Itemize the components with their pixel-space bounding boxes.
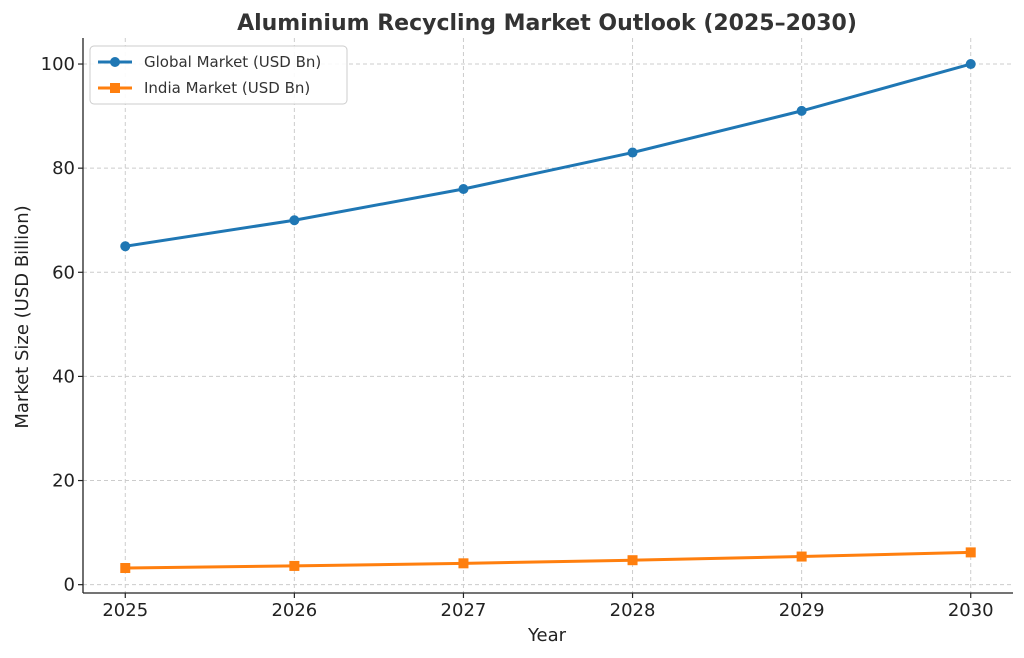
series-line: [123, 62, 973, 248]
legend-swatch-marker: [110, 57, 120, 67]
data-point: [458, 183, 469, 194]
data-point: [796, 105, 807, 116]
y-tick-label: 20: [52, 471, 75, 492]
data-point: [965, 547, 976, 558]
chart-title: Aluminium Recycling Market Outlook (2025…: [237, 11, 857, 36]
data-point: [458, 558, 469, 569]
legend-label: Global Market (USD Bn): [144, 53, 321, 71]
y-tick-label: 0: [64, 575, 75, 596]
data-series: [120, 59, 976, 574]
axes: [82, 38, 1013, 594]
x-axis-label: Year: [527, 625, 567, 646]
data-point: [289, 560, 300, 571]
series-india: [120, 547, 976, 574]
data-point: [289, 215, 300, 226]
data-point: [627, 555, 638, 566]
legend-box: [89, 45, 348, 105]
y-tick-label: 60: [52, 262, 75, 283]
x-tick-label: 2030: [948, 600, 994, 621]
x-tick-label: 2025: [102, 600, 148, 621]
data-point: [120, 241, 131, 252]
data-point: [120, 563, 131, 574]
grid-lines: [83, 38, 1013, 593]
series-line: [123, 550, 973, 570]
legend-swatch-marker: [110, 83, 120, 93]
series-global: [120, 59, 976, 252]
data-point: [796, 551, 807, 562]
y-axis-label: Market Size (USD Billion): [12, 205, 33, 428]
ticks: 2025 2026 2027 2028 2029 2030 0 20 40 60 80 100: [41, 54, 994, 621]
data-point: [965, 59, 976, 70]
legend: Global Market (USD Bn) India Market (USD …: [89, 45, 348, 105]
x-tick-label: 2027: [441, 600, 487, 621]
x-tick-label: 2029: [779, 600, 825, 621]
legend-label: India Market (USD Bn): [144, 79, 310, 97]
y-tick-label: 40: [52, 366, 75, 387]
y-tick-label: 80: [52, 158, 75, 179]
y-tick-label: 100: [41, 54, 75, 75]
data-point: [627, 147, 638, 158]
x-tick-label: 2026: [271, 600, 317, 621]
x-tick-label: 2028: [610, 600, 656, 621]
